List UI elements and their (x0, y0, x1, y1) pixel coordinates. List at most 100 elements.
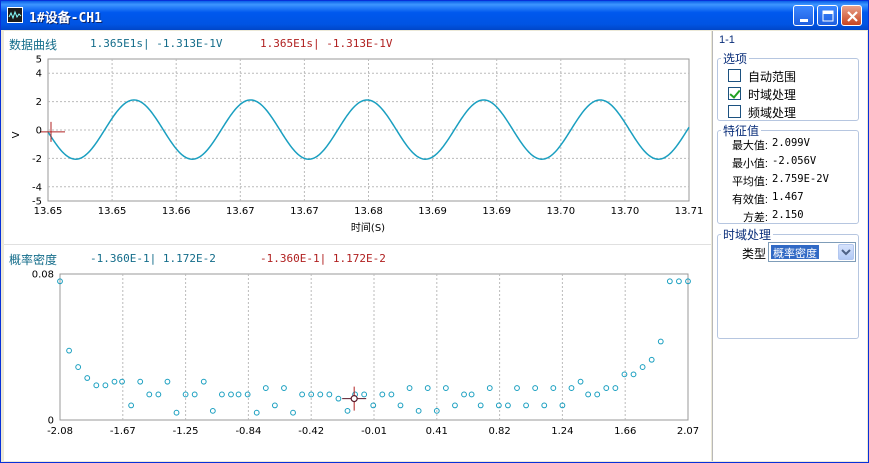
top-y-tick-label: 2 (36, 97, 42, 108)
density-point (66, 347, 72, 354)
density-point (541, 402, 548, 409)
bottom-y-tick-label: 0.08 (32, 270, 54, 281)
density-point (146, 391, 153, 398)
top-x-tick-label: 13.67 (290, 206, 319, 217)
density-point (666, 278, 673, 285)
density-point (326, 391, 333, 398)
density-point (415, 407, 422, 414)
window-title: 1#设备-CH1 (29, 11, 102, 26)
density-point (477, 402, 484, 409)
density-point (93, 382, 100, 389)
density-point (317, 391, 324, 398)
density-point (57, 278, 63, 285)
type-select[interactable]: 概率密度 (768, 242, 856, 262)
time-process-group-title: 时域处理 (721, 226, 774, 243)
density-point (75, 364, 82, 370)
options-group-title: 选项 (721, 50, 750, 67)
bottom-cursor-point (350, 395, 358, 403)
top-x-tick-label: 13.69 (418, 206, 447, 217)
chart-divider (4, 244, 711, 245)
density-point (290, 409, 296, 416)
bottom-cursor-blue-readout: -1.360E-1| 1.172E-2 (90, 252, 216, 265)
feature-row-min: 最小值: -2.056V (731, 155, 817, 170)
top-y-tick-label: 4 (36, 69, 42, 80)
top-x-tick-label: 13.68 (354, 206, 383, 217)
density-point (685, 278, 691, 285)
density-point (111, 378, 118, 385)
top-x-tick-label: 13.70 (611, 206, 640, 217)
top-cursor-red-readout: 1.365E1s| -1.313E-1V (260, 37, 393, 50)
density-point (559, 402, 566, 409)
bottom-x-tick-label: 0.82 (488, 426, 510, 437)
probability-density-chart[interactable]: 0.08 0 -2.08 -1.67 -1.25 -0.84 -0.42 -0.01 0.41… (4, 266, 711, 461)
density-point (209, 407, 216, 414)
density-point (253, 409, 260, 416)
top-x-tick-label: 13.69 (482, 206, 511, 217)
time-process-group: 时域处理 类型 概率密度 (717, 226, 859, 339)
density-point (281, 385, 287, 391)
chevron-down-icon[interactable] (838, 244, 854, 260)
density-point (344, 407, 351, 414)
density-point (164, 378, 171, 385)
feature-row-mean: 平均值: 2.759E-2V (731, 173, 829, 188)
top-x-tick-label: 13.65 (34, 206, 63, 217)
density-point (137, 378, 144, 385)
auto-range-check-box[interactable] (728, 69, 741, 82)
freq-domain-check-box[interactable] (728, 105, 741, 118)
density-point (468, 391, 475, 398)
density-point (461, 391, 467, 398)
top-y-tick-label: -5 (32, 197, 42, 208)
density-point (262, 385, 269, 391)
top-x-label: 时间(S) (351, 221, 385, 234)
density-point (102, 382, 109, 389)
bottom-grid (122, 274, 626, 420)
type-label: 类型 (742, 247, 767, 261)
density-point (173, 409, 180, 416)
density-point (219, 391, 225, 398)
density-point (676, 278, 682, 285)
minimize-button[interactable] (793, 5, 814, 26)
density-point (370, 402, 377, 409)
density-point (657, 338, 664, 345)
top-series-line (47, 99, 690, 160)
top-cursor-marker[interactable] (41, 121, 65, 142)
density-point (594, 391, 601, 398)
density-point (308, 391, 315, 398)
density-point (271, 402, 278, 409)
bottom-cursor-marker[interactable] (342, 386, 367, 411)
bottom-y-axis: 0.08 0 (32, 270, 54, 427)
density-point (397, 402, 404, 409)
density-point (612, 385, 619, 391)
density-point (603, 385, 610, 391)
feature-row-max: 最大值: 2.099V (731, 137, 810, 152)
density-point (406, 385, 413, 391)
top-y-label: V (11, 131, 22, 138)
feature-row-variance: 方差: 2.150 (742, 209, 804, 224)
top-x-axis: 13.65 13.65 13.66 13.67 13.67 13.68 13.69 13.69… (34, 206, 704, 217)
density-point (452, 402, 458, 409)
density-point (433, 407, 440, 414)
minimize-icon (800, 19, 808, 22)
density-point (119, 378, 125, 385)
density-point (486, 385, 493, 391)
bottom-x-tick-label: 1.66 (614, 426, 636, 437)
time-domain-check-box[interactable] (728, 87, 741, 100)
bottom-x-tick-label: 1.24 (551, 426, 573, 437)
auto-range-label: 自动范围 (748, 70, 797, 84)
top-x-tick-label: 13.67 (226, 206, 255, 217)
density-point (630, 371, 637, 378)
density-point (523, 402, 529, 409)
bottom-x-tick-label: -0.01 (361, 426, 387, 437)
top-x-tick-label: 13.71 (675, 206, 704, 217)
density-point (648, 356, 655, 363)
title-bar[interactable]: 1#设备-CH1 (1, 1, 868, 30)
density-point (244, 391, 251, 398)
density-point (379, 391, 386, 398)
density-point (577, 378, 584, 385)
options-group: 选项 自动范围 时域处理 频域处理 (717, 50, 859, 121)
close-button[interactable] (841, 5, 862, 26)
maximize-button[interactable] (817, 5, 838, 26)
density-point (155, 391, 162, 398)
density-point (84, 375, 91, 381)
